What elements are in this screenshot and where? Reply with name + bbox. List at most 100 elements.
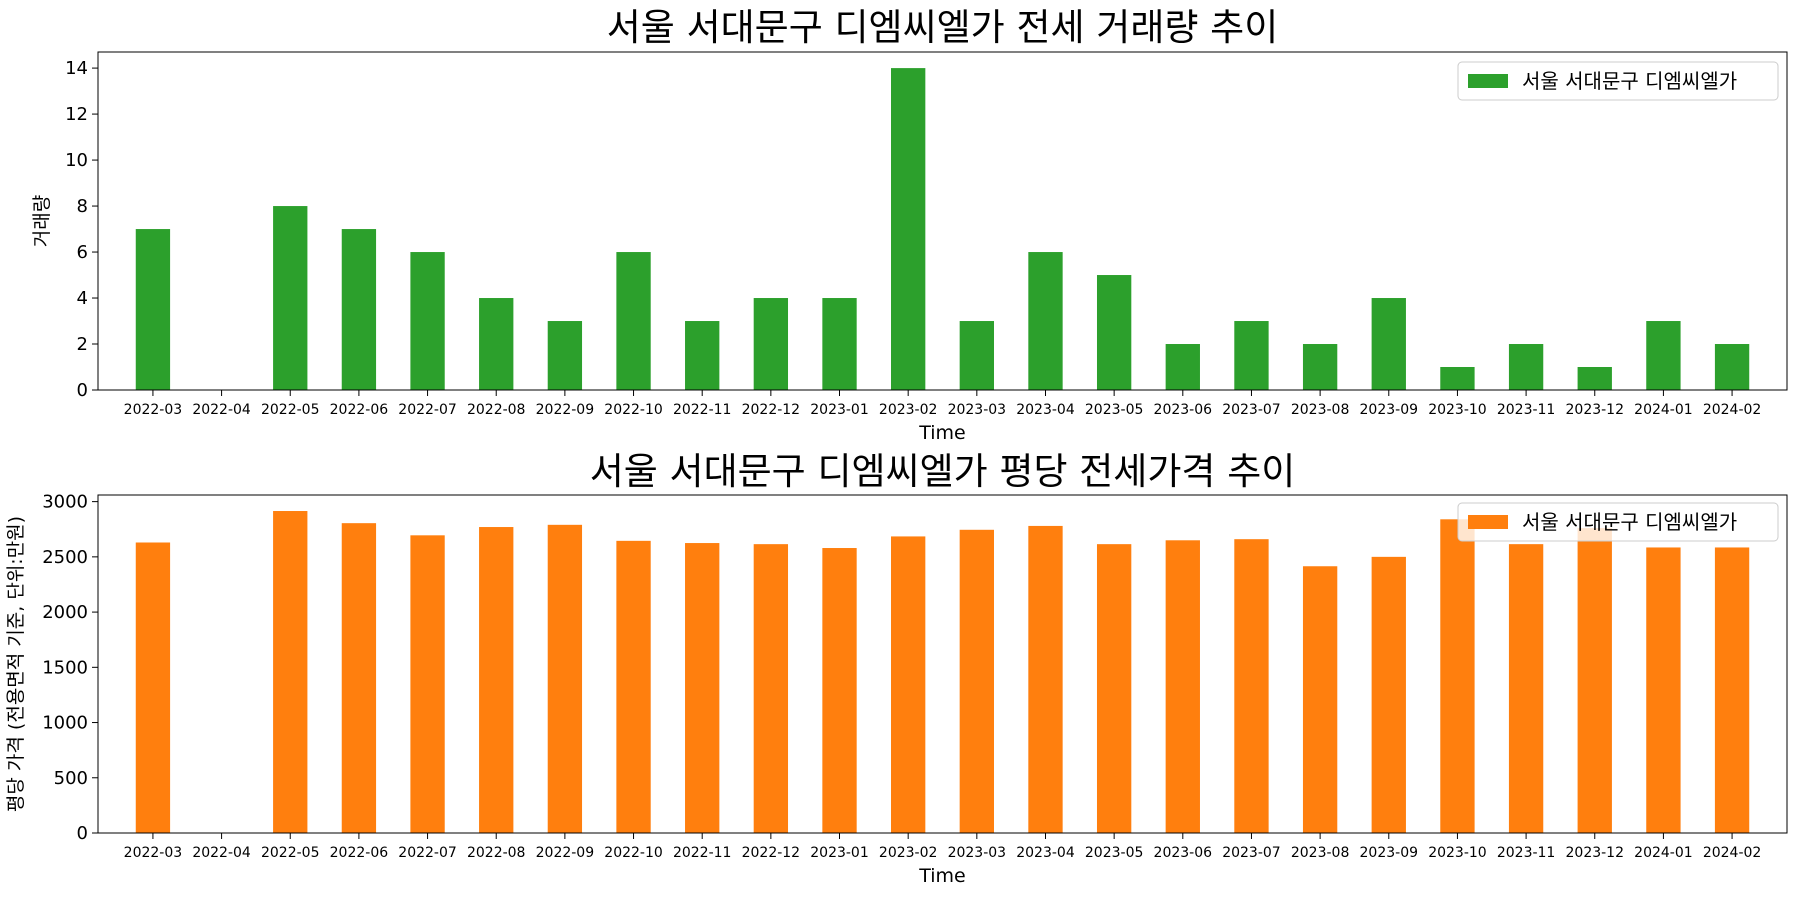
y-tick-label: 500 bbox=[54, 768, 88, 789]
plot-frame bbox=[97, 51, 1788, 391]
bar bbox=[891, 68, 926, 390]
plot-frame bbox=[97, 494, 1788, 834]
y-tick-label: 6 bbox=[77, 242, 88, 263]
bar bbox=[822, 298, 857, 390]
legend-label: 서울 서대문구 디엠씨엘가 bbox=[1522, 69, 1737, 93]
x-tick-label: 2023-02 bbox=[879, 402, 938, 418]
bar bbox=[479, 527, 514, 833]
x-tick-label: 2022-06 bbox=[330, 845, 389, 861]
y-tick-label: 2000 bbox=[42, 602, 88, 623]
bar bbox=[273, 511, 308, 833]
bar bbox=[1440, 519, 1475, 833]
x-tick-label: 2022-04 bbox=[192, 845, 251, 861]
x-tick-label: 2023-09 bbox=[1360, 402, 1419, 418]
x-tick-label: 2022-07 bbox=[398, 845, 457, 861]
bar bbox=[1508, 344, 1544, 390]
bar bbox=[1234, 321, 1269, 390]
y-axis-label: 평당 가격 (전용면적 기준, 단위:만원) bbox=[5, 516, 27, 812]
x-tick-label: 2022-04 bbox=[192, 402, 251, 418]
x-tick-label: 2022-10 bbox=[604, 845, 663, 861]
x-tick-label: 2023-03 bbox=[948, 402, 1007, 418]
x-tick-label: 2022-07 bbox=[398, 402, 457, 418]
x-tick-label: 2024-02 bbox=[1703, 845, 1762, 861]
y-tick-label: 0 bbox=[77, 823, 88, 844]
bar bbox=[1096, 275, 1132, 390]
y-tick-label: 1000 bbox=[42, 713, 88, 734]
x-tick-label: 2023-04 bbox=[1016, 402, 1075, 418]
bar bbox=[616, 540, 651, 833]
bar bbox=[547, 321, 583, 390]
bar bbox=[341, 229, 377, 390]
bar bbox=[685, 543, 720, 833]
x-tick-label: 2022-08 bbox=[467, 845, 526, 861]
x-tick-label: 2022-12 bbox=[742, 402, 801, 418]
x-tick-label: 2022-05 bbox=[261, 402, 320, 418]
bar bbox=[1028, 252, 1063, 390]
bar bbox=[547, 524, 583, 833]
y-tick-label: 2500 bbox=[42, 547, 88, 568]
bar bbox=[479, 298, 514, 390]
y-tick-label: 4 bbox=[77, 288, 88, 309]
x-tick-label: 2023-12 bbox=[1566, 845, 1625, 861]
x-tick-label: 2023-03 bbox=[948, 845, 1007, 861]
bar bbox=[753, 298, 789, 390]
y-tick-label: 14 bbox=[65, 58, 88, 79]
bar bbox=[891, 536, 926, 833]
bar bbox=[410, 535, 445, 833]
x-tick-label: 2023-06 bbox=[1154, 845, 1213, 861]
bar bbox=[1577, 528, 1612, 833]
legend-box bbox=[1457, 502, 1779, 542]
x-tick-label: 2023-08 bbox=[1291, 402, 1350, 418]
x-tick-label: 2022-12 bbox=[742, 845, 801, 861]
bar bbox=[1371, 556, 1406, 833]
x-tick-label: 2023-11 bbox=[1497, 402, 1556, 418]
legend-swatch bbox=[1468, 74, 1508, 88]
y-tick-label: 10 bbox=[65, 150, 88, 171]
legend-box bbox=[1457, 61, 1779, 101]
x-tick-label: 2022-03 bbox=[124, 402, 183, 418]
x-tick-label: 2023-02 bbox=[879, 845, 938, 861]
x-tick-label: 2023-01 bbox=[810, 845, 869, 861]
x-tick-label: 2023-12 bbox=[1566, 402, 1625, 418]
x-tick-label: 2023-10 bbox=[1428, 402, 1487, 418]
bar bbox=[341, 523, 377, 833]
x-tick-label: 2022-03 bbox=[124, 845, 183, 861]
bar bbox=[135, 229, 171, 390]
chart-title: 서울 서대문구 디엠씨엘가 전세 거래량 추이 bbox=[607, 6, 1279, 49]
x-tick-label: 2023-08 bbox=[1291, 845, 1350, 861]
bar bbox=[959, 529, 994, 833]
x-tick-label: 2023-09 bbox=[1360, 845, 1419, 861]
y-tick-label: 8 bbox=[77, 196, 88, 217]
x-tick-label: 2022-08 bbox=[467, 402, 526, 418]
x-tick-label: 2023-07 bbox=[1222, 402, 1281, 418]
y-tick-label: 2 bbox=[77, 334, 88, 355]
bar bbox=[1646, 321, 1681, 390]
bar bbox=[1165, 540, 1200, 833]
bar bbox=[685, 321, 720, 390]
bar bbox=[1028, 525, 1063, 833]
bar bbox=[616, 252, 651, 390]
x-tick-label: 2023-05 bbox=[1085, 402, 1144, 418]
bar bbox=[822, 548, 857, 833]
x-tick-label: 2023-04 bbox=[1016, 845, 1075, 861]
bar bbox=[1302, 344, 1338, 390]
y-tick-label: 1500 bbox=[42, 657, 88, 678]
bar bbox=[753, 544, 789, 833]
x-tick-label: 2023-05 bbox=[1085, 845, 1144, 861]
x-tick-label: 2022-10 bbox=[604, 402, 663, 418]
bar bbox=[959, 321, 994, 390]
x-tick-label: 2022-09 bbox=[536, 402, 595, 418]
y-tick-label: 3000 bbox=[42, 492, 88, 513]
x-axis-label: Time bbox=[918, 422, 966, 444]
bar bbox=[135, 542, 171, 833]
bar bbox=[410, 252, 445, 390]
bar bbox=[1577, 367, 1612, 390]
bar bbox=[1371, 298, 1406, 390]
legend-swatch bbox=[1468, 515, 1508, 529]
bar bbox=[1508, 544, 1544, 833]
x-axis-label: Time bbox=[918, 865, 966, 887]
x-tick-label: 2022-09 bbox=[536, 845, 595, 861]
x-tick-label: 2022-06 bbox=[330, 402, 389, 418]
chart-title: 서울 서대문구 디엠씨엘가 평당 전세가격 추이 bbox=[590, 450, 1296, 493]
